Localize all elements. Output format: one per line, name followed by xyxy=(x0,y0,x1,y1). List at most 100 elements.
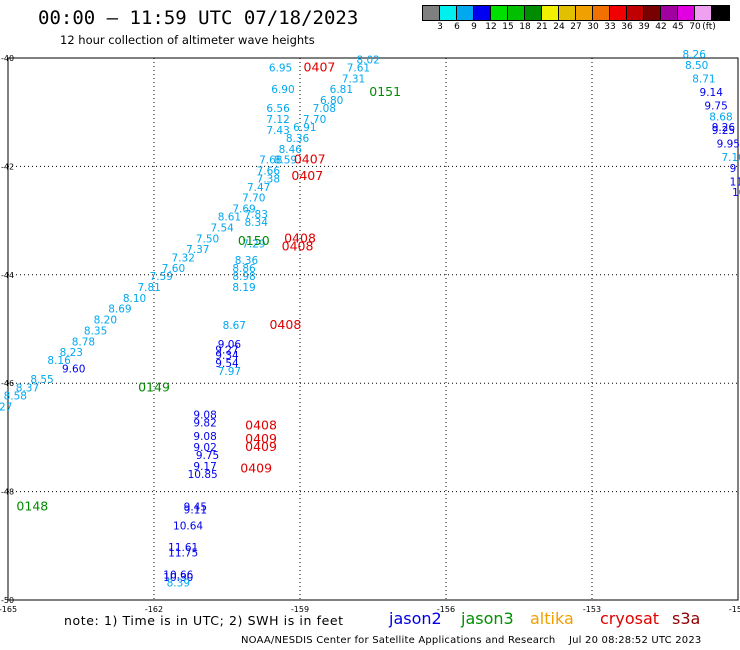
color-scale-swatch xyxy=(474,6,491,20)
wave-height-value: 7.31 xyxy=(342,73,365,85)
mission-label-s3a: s3a xyxy=(672,609,701,628)
wave-height-value: 6.81 xyxy=(330,84,353,96)
pass-time-label: 0408 xyxy=(284,230,316,245)
wave-height-value: 8.68 xyxy=(709,111,732,123)
wave-height-value: 8.67 xyxy=(223,320,246,332)
color-scale-label: 39 xyxy=(638,22,650,32)
mission-label-cryosat: cryosat xyxy=(600,609,660,628)
wave-height-value: 11. xyxy=(730,176,740,188)
wave-height-value: 7.47 xyxy=(247,182,270,194)
color-scale-label: 45 xyxy=(672,22,684,32)
wave-height-value: 8.61 xyxy=(218,212,241,224)
wave-height-value: 11.61 xyxy=(168,542,198,554)
latitude-tick-label: -44 xyxy=(1,271,14,280)
color-scale-bar xyxy=(422,5,730,21)
wave-height-value: 8.36 xyxy=(286,133,310,145)
map-frame xyxy=(7,57,739,601)
wave-height-value: 9.4 xyxy=(730,163,740,175)
color-scale-swatch xyxy=(525,6,542,20)
wave-height-value: 7.43 xyxy=(266,125,289,137)
wave-height-value: 6.95 xyxy=(269,63,292,75)
wave-height-value: 10.85 xyxy=(188,469,218,481)
wave-height-value: 8.71 xyxy=(692,73,715,85)
color-scale-swatch xyxy=(423,6,440,20)
latitude-tick-label: -40 xyxy=(1,54,14,63)
wave-height-value: 10.64 xyxy=(173,521,203,533)
wave-height-value: 6.91 xyxy=(293,122,316,134)
wave-height-value: 8.78 xyxy=(72,336,95,348)
color-scale-swatch xyxy=(542,6,559,20)
wave-height-value: 8.20 xyxy=(94,315,117,327)
color-scale-label: 70 xyxy=(689,22,701,32)
wave-height-value: 9.60 xyxy=(62,363,85,375)
color-scale-swatch xyxy=(627,6,644,20)
wave-height-value: 7.81 xyxy=(137,282,160,294)
pass-time-label: 0148 xyxy=(16,499,48,514)
color-scale-label: 36 xyxy=(621,22,633,32)
wave-height-value: 9.75 xyxy=(704,100,727,112)
wave-height-value: 7.83 xyxy=(245,209,268,221)
wave-height-value: 9.25 xyxy=(712,125,735,137)
wave-height-value: 10.30 xyxy=(163,572,193,584)
pass-time-label: 0409 xyxy=(240,461,272,476)
latitude-tick-label: -46 xyxy=(1,379,14,388)
color-scale-swatch xyxy=(593,6,610,20)
wave-height-value: 11.75 xyxy=(168,548,198,560)
wave-height-value: 10.66 xyxy=(163,569,193,581)
wave-height-value: 9.34 xyxy=(215,350,239,362)
wave-height-value: 10. xyxy=(732,187,740,199)
color-scale-label: 6 xyxy=(454,22,460,32)
mission-label-altika: altika xyxy=(530,609,574,628)
wave-height-value: 7.54 xyxy=(210,222,234,234)
wave-height-value: 8.50 xyxy=(685,60,708,72)
wave-height-value: 7.69 xyxy=(232,203,255,215)
wave-height-value: 8.36 xyxy=(235,255,259,267)
wave-height-value: 8.98 xyxy=(232,271,255,283)
wave-height-value: 7.12 xyxy=(266,114,289,126)
pass-time-label: 0409 xyxy=(245,439,277,454)
longitude-tick-label: -150 xyxy=(729,605,740,614)
color-scale-label: 33 xyxy=(604,22,616,32)
color-scale-swatch xyxy=(712,6,729,20)
wave-height-value: 8.26 xyxy=(683,49,707,61)
wave-height-value: 8.69 xyxy=(108,304,131,316)
color-scale-label: 15 xyxy=(502,22,514,32)
wave-height-value: 8.23 xyxy=(60,347,83,359)
pass-time-label: 0151 xyxy=(369,84,401,99)
wave-height-value: 9.11 xyxy=(184,504,207,516)
wave-height-value: 9.95 xyxy=(717,138,740,150)
color-scale-swatch xyxy=(661,6,678,20)
color-scale-label: 18 xyxy=(519,22,531,32)
pass-time-label: 0149 xyxy=(138,379,170,394)
color-scale-label: 42 xyxy=(655,22,667,32)
color-scale-swatch xyxy=(695,6,712,20)
wave-height-value: 7.97 xyxy=(218,366,241,378)
longitude-tick-label: -159 xyxy=(291,605,309,614)
color-scale-swatch xyxy=(610,6,627,20)
wave-height-value: 7.38 xyxy=(257,174,280,186)
map-subtitle: 12 hour collection of altimeter wave hei… xyxy=(60,33,315,47)
color-scale-label: 24 xyxy=(553,22,565,32)
wave-height-value: 9.45 xyxy=(184,502,207,514)
wave-height-value: 9.54 xyxy=(215,358,239,370)
wave-height-value: 7.37 xyxy=(186,244,209,256)
wave-height-value: 7.61 xyxy=(347,63,370,75)
wave-height-value: 9.75 xyxy=(196,450,219,462)
longitude-tick-label: -162 xyxy=(145,605,163,614)
wave-height-value: 8.58 xyxy=(4,390,27,402)
wave-height-value: 8.55 xyxy=(30,374,53,386)
pass-time-label: 0408 xyxy=(282,238,314,253)
wave-height-value: 7.50 xyxy=(196,233,219,245)
pass-time-label: 0150 xyxy=(238,233,270,248)
wave-height-value: 8.34 xyxy=(245,217,269,229)
wave-height-value: 8.86 xyxy=(232,263,256,275)
color-scale-label: 30 xyxy=(587,22,599,32)
wave-height-value: 7.70 xyxy=(303,114,326,126)
color-scale-swatch xyxy=(457,6,474,20)
wave-height-value: 9.02 xyxy=(193,442,216,454)
longitude-tick-label: -156 xyxy=(437,605,455,614)
wave-height-value: 7.08 xyxy=(313,103,336,115)
wave-height-value: 8.37 xyxy=(16,382,39,394)
wave-height-value: 6.80 xyxy=(320,95,343,107)
